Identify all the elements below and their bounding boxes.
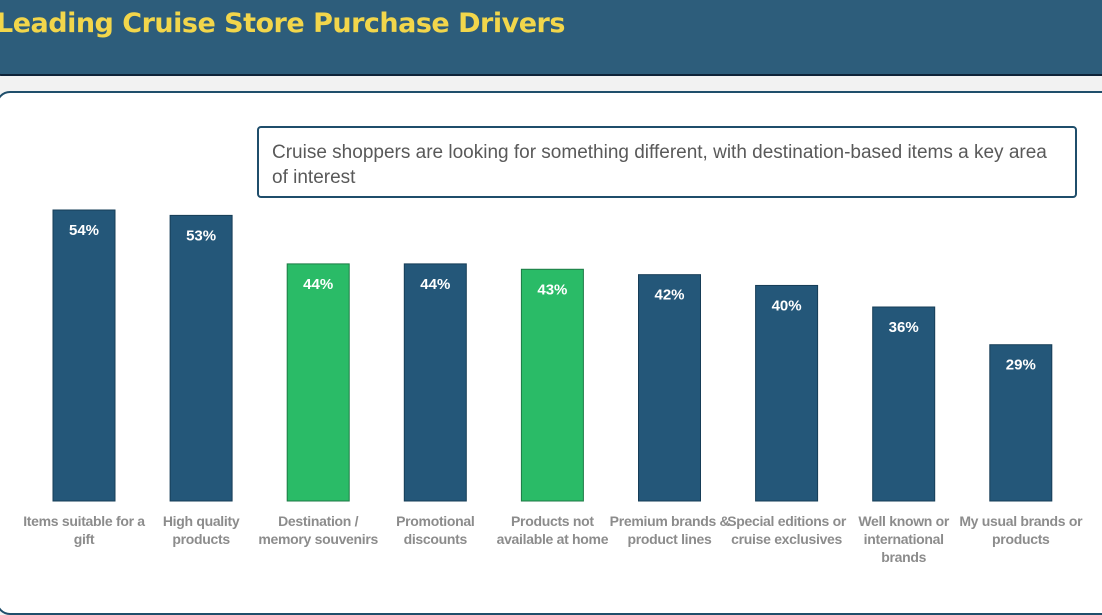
bar	[638, 274, 701, 502]
page-title: Leading Cruise Store Purchase Drivers	[0, 8, 565, 39]
category-label: My usual brands or products	[959, 513, 1083, 547]
bar	[52, 209, 116, 502]
data-label: 44%	[420, 276, 450, 293]
category-label: Products not available at home	[496, 513, 609, 547]
category-label: Premium brands & product lines	[609, 513, 730, 547]
data-label: 40%	[772, 297, 802, 314]
bar	[755, 284, 819, 502]
data-label: 29%	[1006, 357, 1036, 374]
callout-box: Cruise shoppers are looking for somethin…	[257, 126, 1077, 198]
bar	[872, 306, 936, 502]
category-label: High quality products	[162, 513, 240, 547]
bar	[286, 263, 350, 502]
category-label: Promotional discounts	[396, 513, 475, 547]
data-label: 36%	[889, 319, 919, 336]
bar-chart: 54% 53% 44% 44% 43% 42% 40% 36% 29%	[52, 209, 1053, 502]
bar	[520, 268, 584, 502]
bar	[169, 214, 233, 502]
bar	[989, 344, 1053, 502]
bar	[403, 263, 467, 502]
category-label: Well known or international brands	[858, 513, 950, 565]
data-label: 44%	[303, 276, 333, 293]
category-label: Items suitable for a gift	[23, 513, 145, 547]
callout-text: Cruise shoppers are looking for somethin…	[272, 142, 1047, 188]
data-label: 54%	[69, 222, 99, 239]
category-label: Special editions or cruise exclusives	[727, 513, 846, 547]
header-bar: Leading Cruise Store Purchase Drivers	[0, 0, 1102, 76]
data-label: 42%	[654, 287, 684, 304]
data-label: 53%	[186, 227, 216, 244]
category-label: Destination / memory souvenirs	[258, 513, 379, 547]
data-label: 43%	[537, 281, 567, 298]
